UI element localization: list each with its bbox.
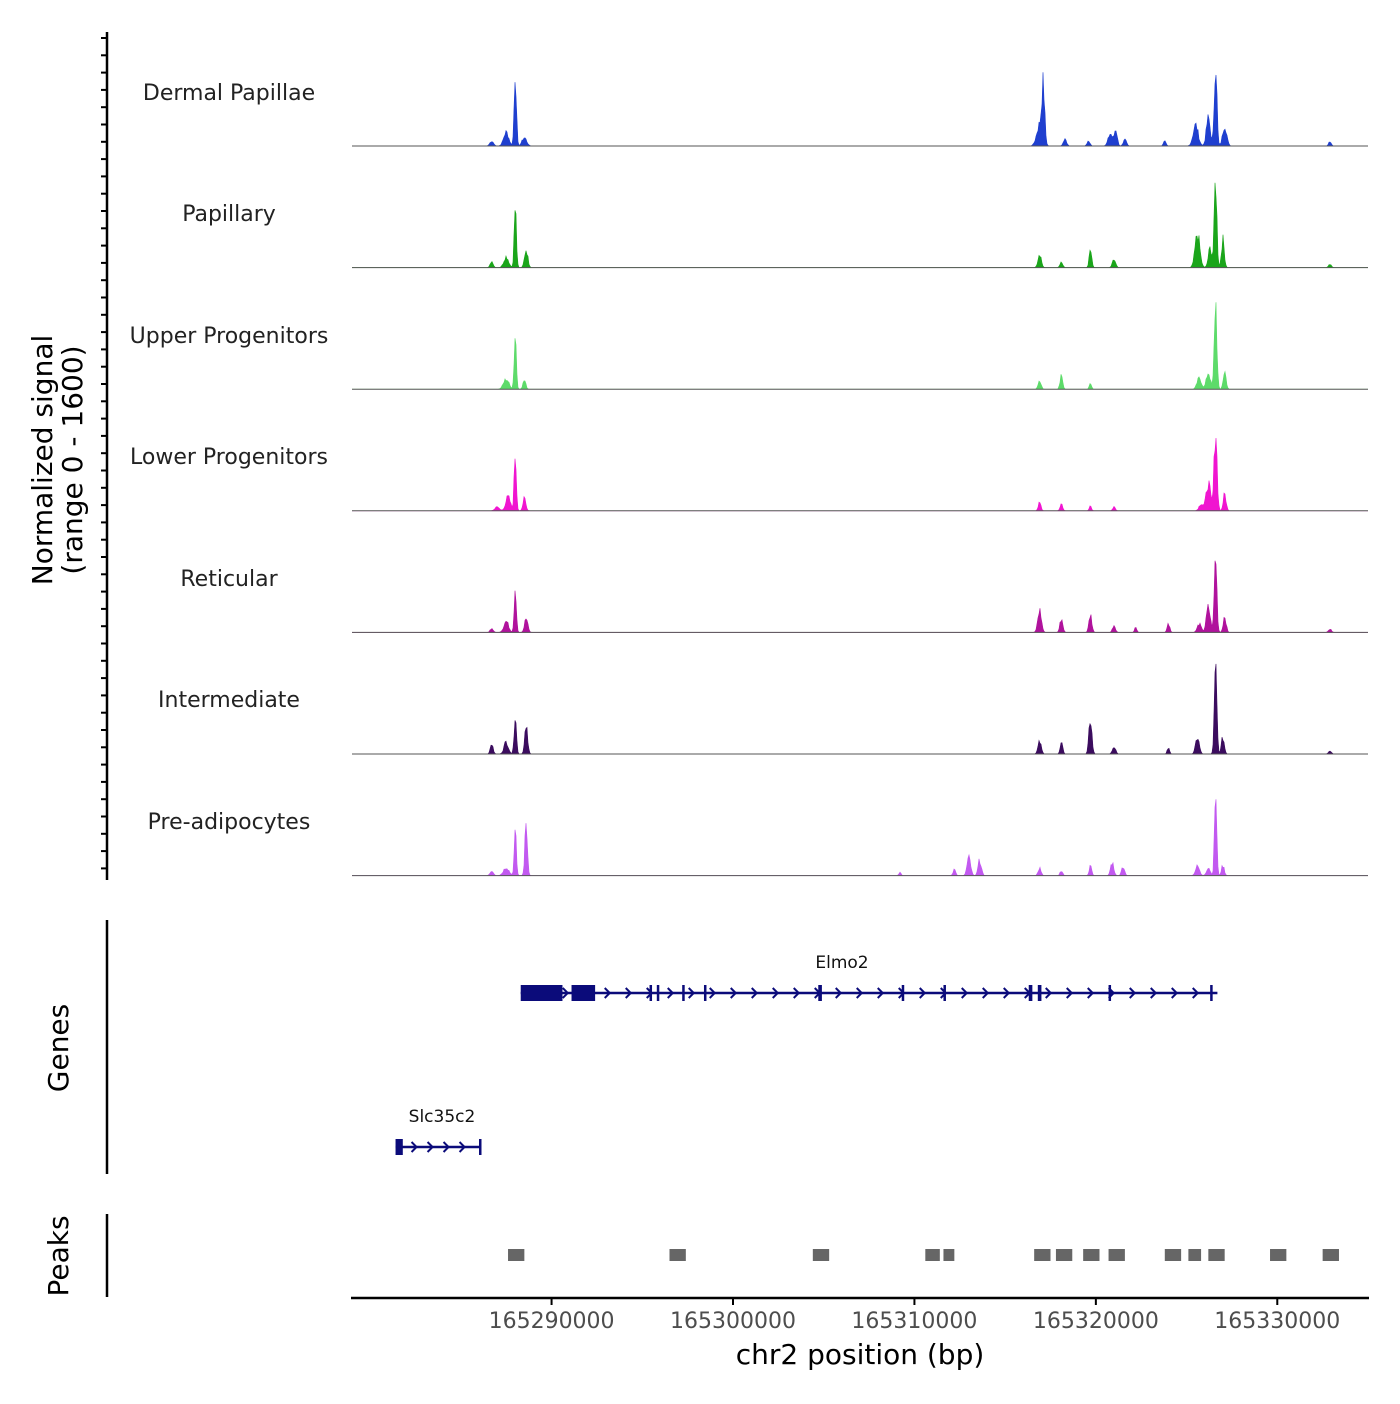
gene-exon: [682, 985, 685, 1001]
gene-label: Slc35c2: [409, 1107, 476, 1127]
gene-strand-arrow: [442, 1141, 450, 1153]
gene-strand-arrow: [961, 987, 969, 999]
peak-region: [1270, 1249, 1287, 1261]
peak-region: [1188, 1249, 1202, 1261]
coverage-track-area: [352, 799, 1368, 876]
track-label: Papillary: [182, 202, 276, 227]
gene-strand-arrow: [1150, 987, 1158, 999]
gene-exon: [818, 985, 822, 1001]
track-label: Pre-adipocytes: [148, 810, 311, 835]
gene-strand-arrow: [856, 987, 864, 999]
gene-strand-arrow: [1192, 987, 1200, 999]
gene-strand-arrow: [919, 987, 927, 999]
genes-panel-label: Genes: [42, 1004, 75, 1092]
gene-strand-arrow: [667, 987, 675, 999]
gene-strand-arrow: [793, 987, 801, 999]
gene-strand-arrow: [625, 987, 633, 999]
gene-strand-arrow: [982, 987, 990, 999]
peak-region: [925, 1249, 940, 1261]
x-tick-label: 165320000: [1033, 1309, 1159, 1334]
gene-exon: [395, 1139, 403, 1155]
gene-strand-arrow: [730, 987, 738, 999]
gene-strand-arrow: [410, 1141, 418, 1153]
gene-exon: [479, 1139, 482, 1155]
gene-strand-arrow: [1045, 987, 1053, 999]
gene-exon: [1037, 985, 1042, 1001]
peak-region: [1083, 1249, 1100, 1261]
x-tick-label: 165330000: [1214, 1309, 1340, 1334]
peak-region: [943, 1249, 955, 1261]
peak-region: [1208, 1249, 1225, 1261]
gene-exon: [656, 985, 660, 1001]
gene-strand-arrow: [1087, 987, 1095, 999]
peak-region: [1322, 1249, 1339, 1261]
x-axis-title: chr2 position (bp): [736, 1338, 985, 1371]
gene-strand-arrow: [1129, 987, 1137, 999]
peaks-panel-label: Peaks: [42, 1215, 75, 1296]
peak-region: [669, 1249, 686, 1261]
track-label: Lower Progenitors: [130, 445, 328, 470]
gene-exon: [901, 985, 905, 1001]
gene-strand-arrow: [688, 987, 696, 999]
coverage-y-ticks: [101, 37, 107, 870]
coverage-track-area: [352, 663, 1368, 755]
gene-strand-arrow: [835, 987, 843, 999]
coverage-ylabel-line2: (range 0 - 1600): [56, 345, 89, 574]
track-label: Upper Progenitors: [130, 324, 329, 349]
x-tick-label: 165290000: [489, 1309, 615, 1334]
peak-regions: [508, 1249, 1339, 1261]
gene-exon: [1028, 985, 1033, 1001]
x-tick-label: 165300000: [670, 1309, 796, 1334]
gene-label: Elmo2: [815, 953, 868, 973]
gene-strand-arrow: [458, 1141, 466, 1153]
gene-strand-arrow: [1171, 987, 1179, 999]
gene-exon: [520, 985, 563, 1001]
gene-exon: [703, 985, 707, 1001]
gene-strand-arrow: [1003, 987, 1011, 999]
peak-region: [1164, 1249, 1182, 1261]
peak-region: [1055, 1249, 1073, 1261]
gene-models: [395, 985, 1218, 1155]
gene-exon: [943, 985, 946, 1001]
peak-region: [1034, 1249, 1051, 1261]
gene-strand-arrow: [426, 1141, 434, 1153]
peak-region: [508, 1249, 525, 1261]
track-label: Intermediate: [158, 688, 300, 713]
gene-strand-arrow: [604, 987, 612, 999]
gene-exon: [1108, 985, 1112, 1001]
coverage-tracks: [352, 72, 1368, 877]
x-axis-ticks: [550, 1298, 1279, 1305]
gene-exon: [649, 985, 653, 1001]
gene-strand-arrow: [877, 987, 885, 999]
gene-strand-arrow: [751, 987, 759, 999]
gene-strand-arrow: [1066, 987, 1074, 999]
track-label: Reticular: [180, 567, 278, 592]
coverage-track-area: [352, 182, 1368, 268]
peak-region: [812, 1249, 830, 1261]
gene-strand-arrow: [562, 987, 570, 999]
gene-strand-arrow: [709, 987, 717, 999]
gene-strand-arrow: [772, 987, 780, 999]
gene-exon: [571, 985, 596, 1001]
peak-region: [1108, 1249, 1125, 1261]
coverage-track-area: [352, 560, 1368, 633]
coverage-track-area: [352, 437, 1368, 512]
coverage-ylabel-line1: Normalized signal: [26, 335, 59, 586]
gene-exon: [1210, 985, 1213, 1001]
coverage-track-area: [352, 302, 1368, 390]
x-tick-label: 165310000: [851, 1309, 977, 1334]
track-label: Dermal Papillae: [143, 81, 315, 106]
coverage-track-area: [352, 72, 1368, 147]
